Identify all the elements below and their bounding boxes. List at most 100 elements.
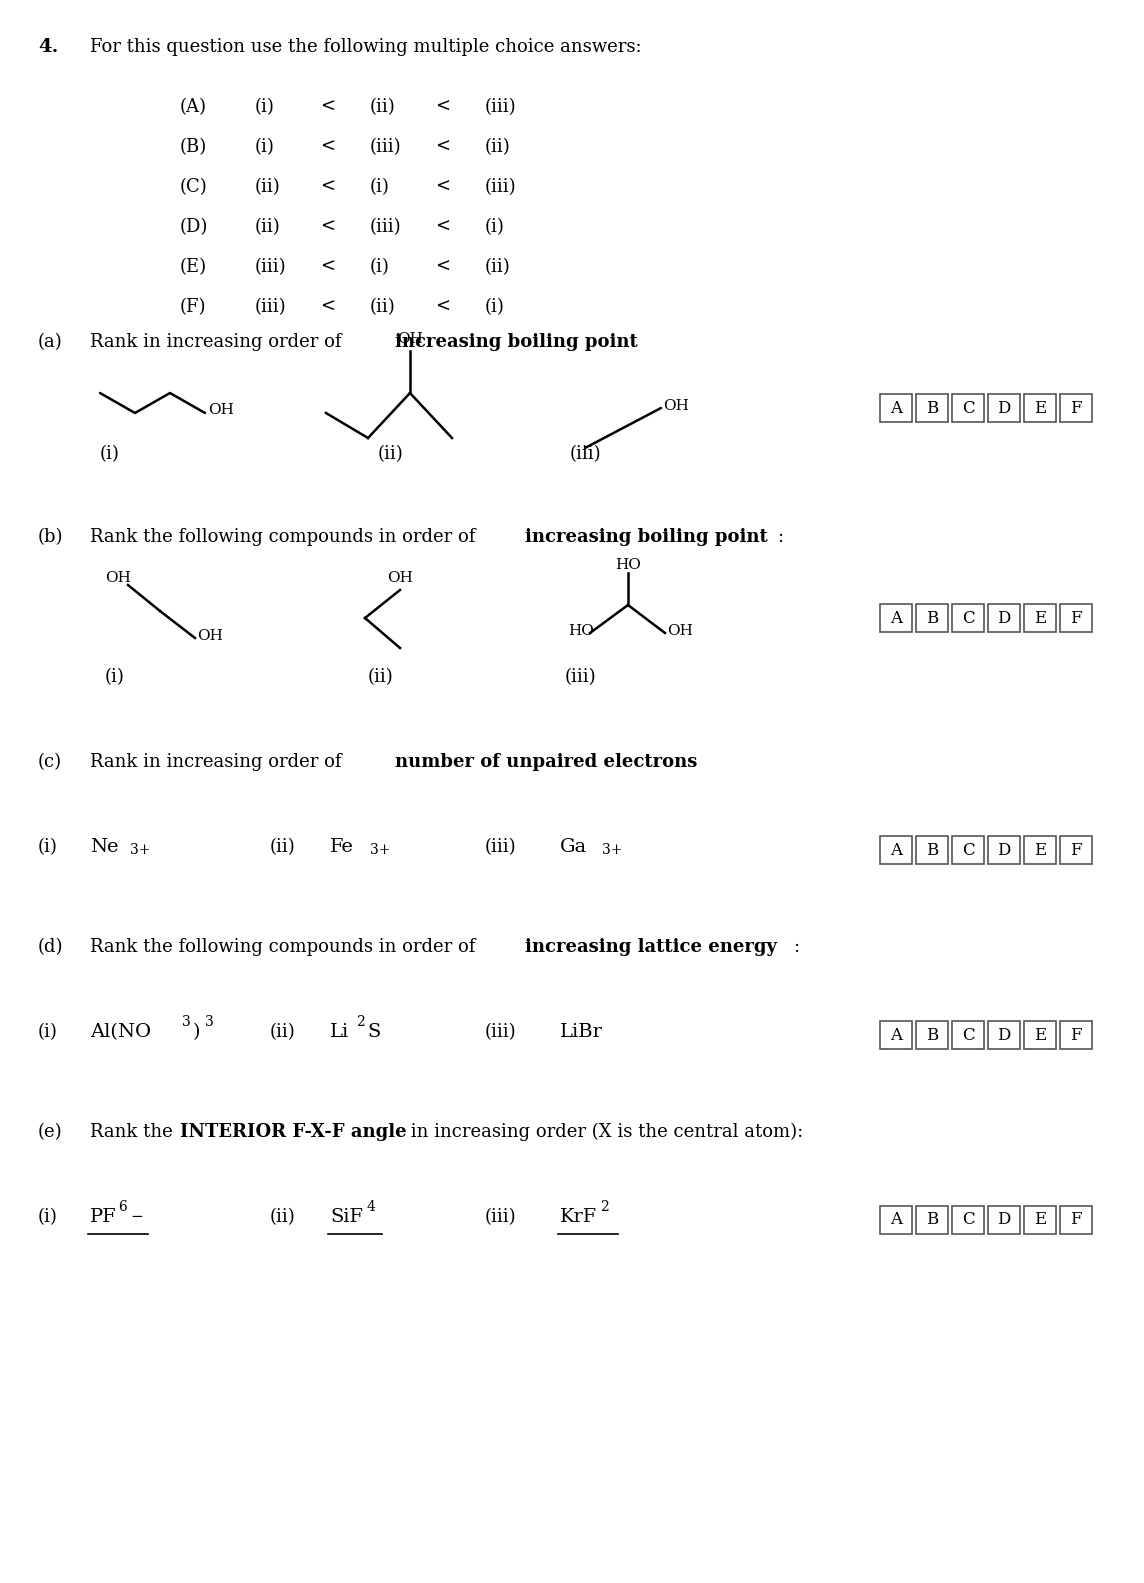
Text: 4.: 4. — [38, 38, 58, 55]
Text: <: < — [435, 177, 450, 196]
Text: (a): (a) — [38, 332, 63, 351]
FancyBboxPatch shape — [1024, 605, 1056, 632]
Text: (iii): (iii) — [485, 98, 517, 116]
Text: D: D — [998, 842, 1010, 858]
Text: Rank in increasing order of: Rank in increasing order of — [90, 332, 348, 351]
Text: HO: HO — [569, 624, 594, 638]
Text: D: D — [998, 609, 1010, 627]
Text: (c): (c) — [38, 754, 62, 771]
Text: 6: 6 — [119, 1200, 127, 1214]
Text: <: < — [320, 298, 335, 317]
Text: Rank the: Rank the — [90, 1122, 178, 1141]
FancyBboxPatch shape — [988, 605, 1020, 632]
FancyBboxPatch shape — [1060, 836, 1093, 864]
FancyBboxPatch shape — [988, 394, 1020, 423]
Text: (ii): (ii) — [270, 1023, 296, 1042]
FancyBboxPatch shape — [916, 1206, 948, 1235]
Text: 3+: 3+ — [370, 844, 390, 856]
Text: number of unpaired electrons: number of unpaired electrons — [395, 754, 698, 771]
FancyBboxPatch shape — [1060, 394, 1093, 423]
Text: B: B — [925, 1026, 938, 1043]
Text: (ii): (ii) — [255, 218, 280, 236]
Text: (d): (d) — [38, 939, 64, 956]
Text: B: B — [925, 842, 938, 858]
Text: E: E — [1034, 1211, 1046, 1228]
Text: (F): (F) — [180, 298, 207, 317]
Text: <: < — [320, 258, 335, 275]
Text: (iii): (iii) — [370, 218, 402, 236]
Text: Rank the following compounds in order of: Rank the following compounds in order of — [90, 529, 482, 546]
FancyBboxPatch shape — [988, 1021, 1020, 1050]
Text: For this question use the following multiple choice answers:: For this question use the following mult… — [90, 38, 642, 55]
Text: D: D — [998, 1211, 1010, 1228]
Text: (iii): (iii) — [565, 668, 597, 685]
Text: HO: HO — [615, 557, 641, 571]
Text: 3: 3 — [206, 1015, 214, 1029]
Text: C: C — [962, 609, 975, 627]
FancyBboxPatch shape — [880, 1021, 912, 1050]
Text: PF: PF — [90, 1208, 117, 1225]
FancyBboxPatch shape — [1060, 1021, 1093, 1050]
FancyBboxPatch shape — [952, 1206, 984, 1235]
Text: E: E — [1034, 842, 1046, 858]
Text: C: C — [962, 399, 975, 416]
Text: LiBr: LiBr — [561, 1023, 603, 1042]
Text: in increasing order (X is the central atom):: in increasing order (X is the central at… — [405, 1122, 803, 1141]
FancyBboxPatch shape — [1024, 1206, 1056, 1235]
Text: OH: OH — [105, 571, 130, 586]
Text: (iii): (iii) — [370, 138, 402, 157]
Text: <: < — [320, 218, 335, 236]
Text: OH: OH — [397, 332, 423, 347]
Text: F: F — [1070, 1026, 1082, 1043]
Text: KrF: KrF — [561, 1208, 597, 1225]
FancyBboxPatch shape — [1024, 836, 1056, 864]
Text: <: < — [435, 218, 450, 236]
Text: A: A — [890, 1211, 901, 1228]
Text: increasing lattice energy: increasing lattice energy — [525, 939, 777, 956]
Text: (iii): (iii) — [255, 298, 287, 317]
Text: C: C — [962, 1026, 975, 1043]
Text: OH: OH — [667, 624, 693, 638]
Text: (i): (i) — [370, 177, 390, 196]
FancyBboxPatch shape — [916, 1021, 948, 1050]
Text: (i): (i) — [38, 837, 58, 856]
Text: 2: 2 — [357, 1015, 365, 1029]
Text: <: < — [435, 258, 450, 275]
Text: Fe: Fe — [329, 837, 353, 856]
Text: (ii): (ii) — [370, 98, 396, 116]
Text: (E): (E) — [180, 258, 207, 275]
Text: A: A — [890, 609, 901, 627]
Text: (ii): (ii) — [255, 177, 280, 196]
Text: D: D — [998, 1026, 1010, 1043]
Text: increasing boiling point: increasing boiling point — [395, 332, 637, 351]
Text: Ne: Ne — [90, 837, 119, 856]
Text: (i): (i) — [485, 298, 505, 317]
FancyBboxPatch shape — [952, 1021, 984, 1050]
Text: (i): (i) — [255, 98, 275, 116]
Text: (iii): (iii) — [570, 445, 602, 462]
FancyBboxPatch shape — [988, 836, 1020, 864]
Text: (iii): (iii) — [485, 1023, 517, 1042]
Text: (ii): (ii) — [368, 668, 394, 685]
Text: F: F — [1070, 399, 1082, 416]
FancyBboxPatch shape — [952, 836, 984, 864]
Text: (ii): (ii) — [485, 138, 510, 157]
Text: (b): (b) — [38, 529, 64, 546]
Text: E: E — [1034, 609, 1046, 627]
FancyBboxPatch shape — [880, 394, 912, 423]
Text: (i): (i) — [38, 1208, 58, 1225]
Text: (i): (i) — [485, 218, 505, 236]
Text: (C): (C) — [180, 177, 208, 196]
Text: <: < — [435, 98, 450, 116]
Text: (e): (e) — [38, 1122, 63, 1141]
Text: (iii): (iii) — [485, 177, 517, 196]
Text: (i): (i) — [255, 138, 275, 157]
Text: B: B — [925, 399, 938, 416]
Text: SiF: SiF — [329, 1208, 363, 1225]
FancyBboxPatch shape — [988, 1206, 1020, 1235]
Text: <: < — [320, 138, 335, 157]
Text: (ii): (ii) — [378, 445, 404, 462]
Text: A: A — [890, 1026, 901, 1043]
FancyBboxPatch shape — [1024, 1021, 1056, 1050]
Text: F: F — [1070, 1211, 1082, 1228]
